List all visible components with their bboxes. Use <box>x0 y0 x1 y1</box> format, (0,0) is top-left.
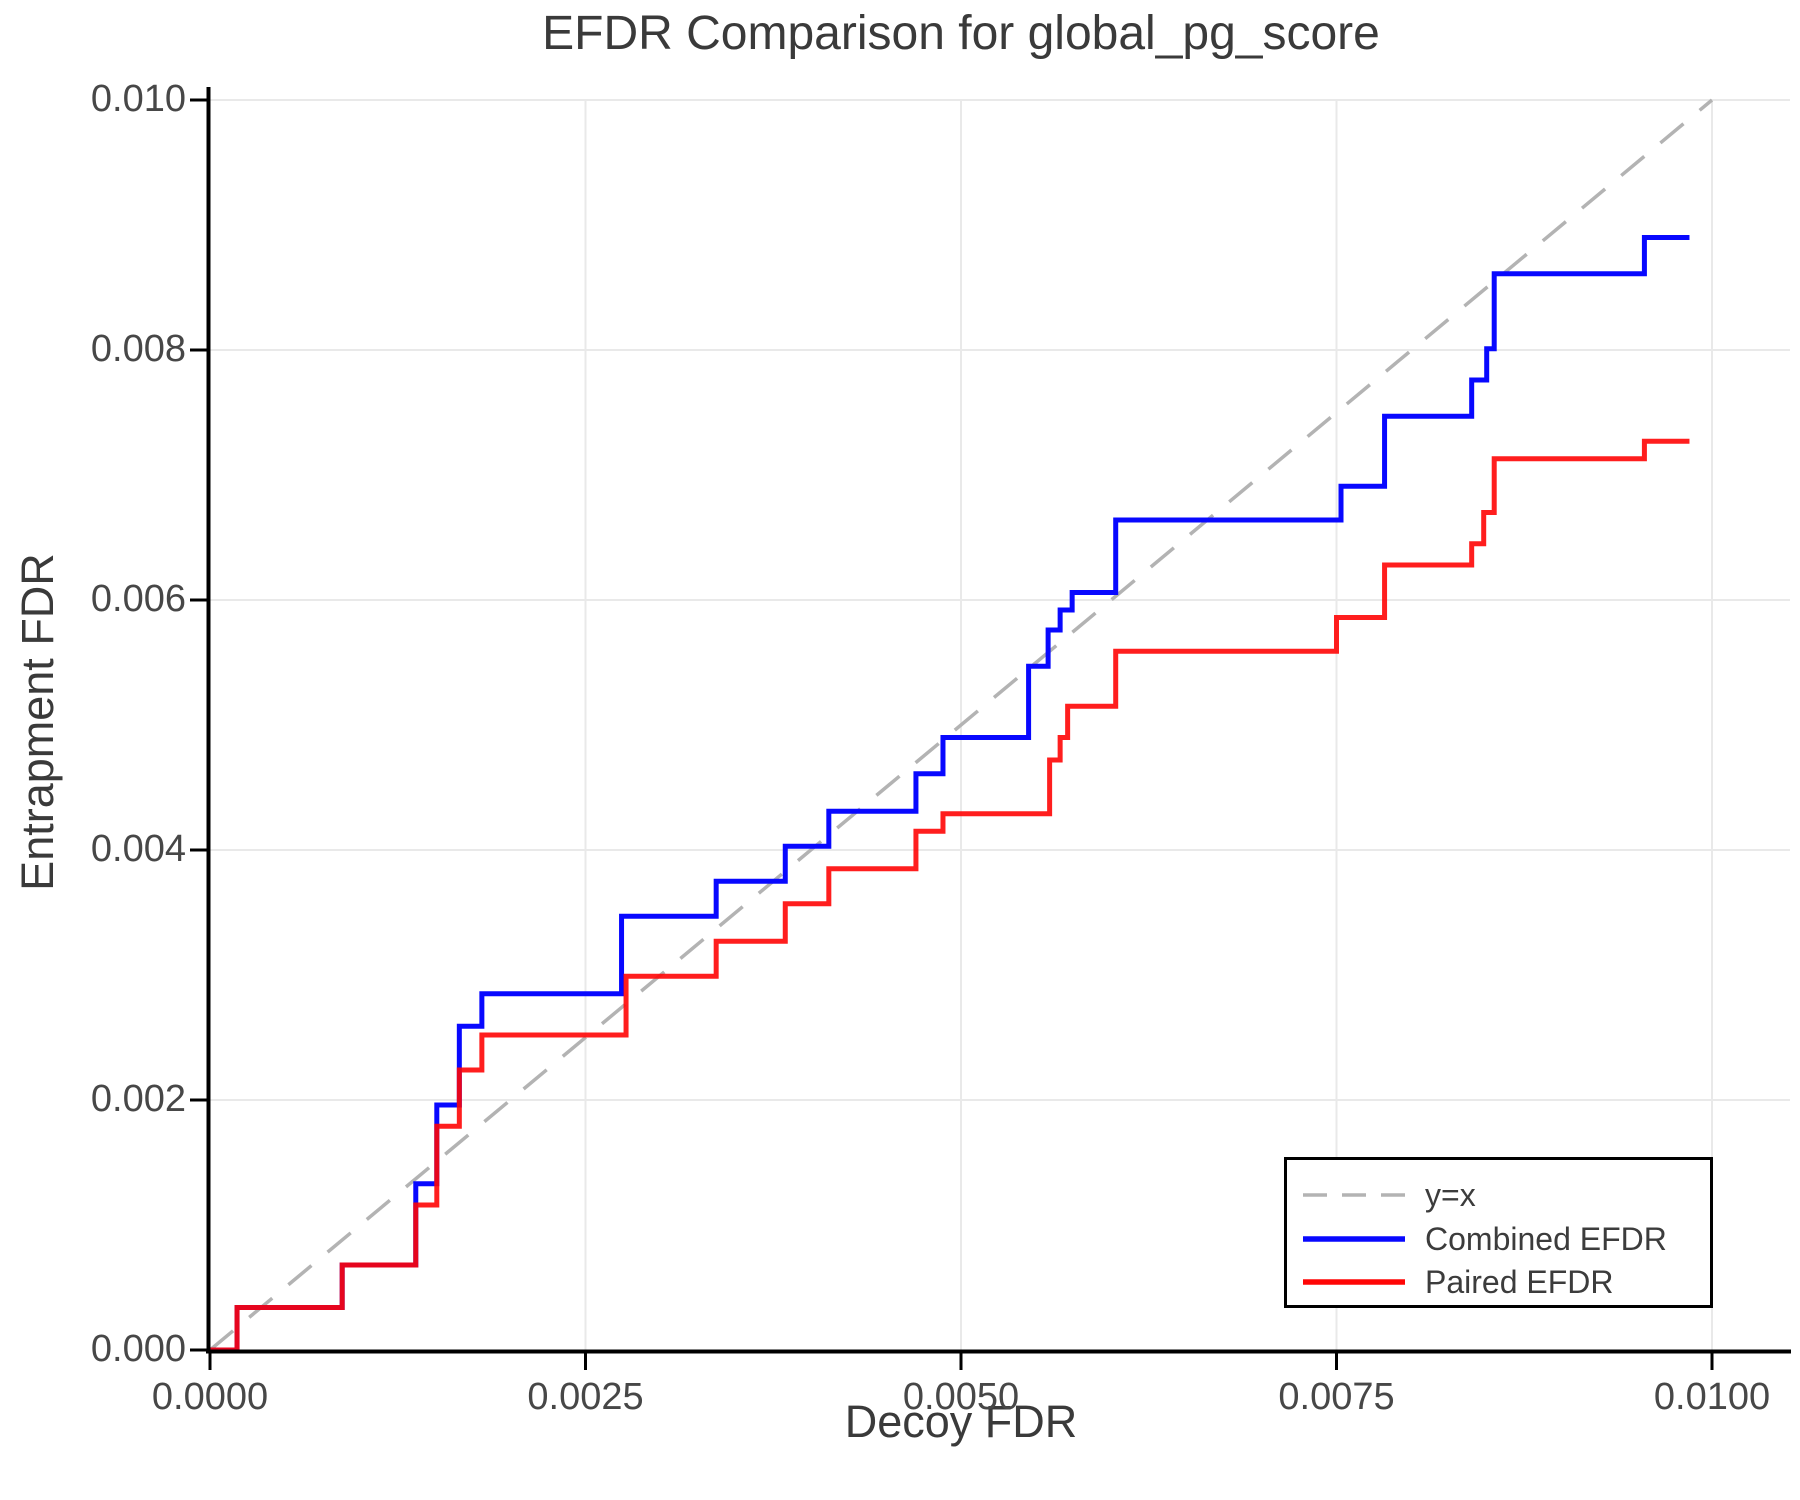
y-tick-label: 0.006 <box>90 578 186 620</box>
legend-label-paired-efdr: Paired EFDR <box>1425 1264 1614 1301</box>
y-tick-label: 0.008 <box>90 328 186 370</box>
x-tick-label: 0.0100 <box>1653 1376 1771 1418</box>
legend-item-combined-efdr: Combined EFDR <box>1301 1218 1710 1260</box>
identity-line <box>208 98 1714 1352</box>
legend-line-sample-paired-efdr <box>1303 1279 1405 1285</box>
series-combined-efdr-line <box>210 235 1690 1353</box>
y-tick-label: 0.002 <box>90 1078 186 1120</box>
x-tick-label: 0.0075 <box>1278 1376 1395 1418</box>
series-paired-efdr-line <box>210 438 1690 1353</box>
legend-item-identity: y=x <box>1301 1174 1710 1216</box>
y-tick-label: 0.010 <box>90 78 186 120</box>
y-tick-label: 0.004 <box>90 828 186 870</box>
x-tick-label: 0.0000 <box>151 1376 269 1418</box>
x-tick-label: 0.0050 <box>902 1376 1020 1418</box>
legend-label-combined-efdr: Combined EFDR <box>1425 1220 1667 1257</box>
x-tick-label: 0.0025 <box>527 1376 644 1418</box>
legend: y=x Combined EFDR Paired EFDR <box>1284 1157 1713 1308</box>
chart-title: EFDR Comparison for global_pg_score <box>542 7 1380 60</box>
legend-item-paired-efdr: Paired EFDR <box>1301 1261 1710 1303</box>
y-tick-label: 0.000 <box>90 1328 186 1370</box>
x-axis-label: Decoy FDR <box>844 1396 1078 1447</box>
legend-line-sample-identity <box>1303 1193 1405 1197</box>
legend-line-sample-combined-efdr <box>1303 1235 1405 1242</box>
legend-label-identity: y=x <box>1425 1176 1476 1213</box>
